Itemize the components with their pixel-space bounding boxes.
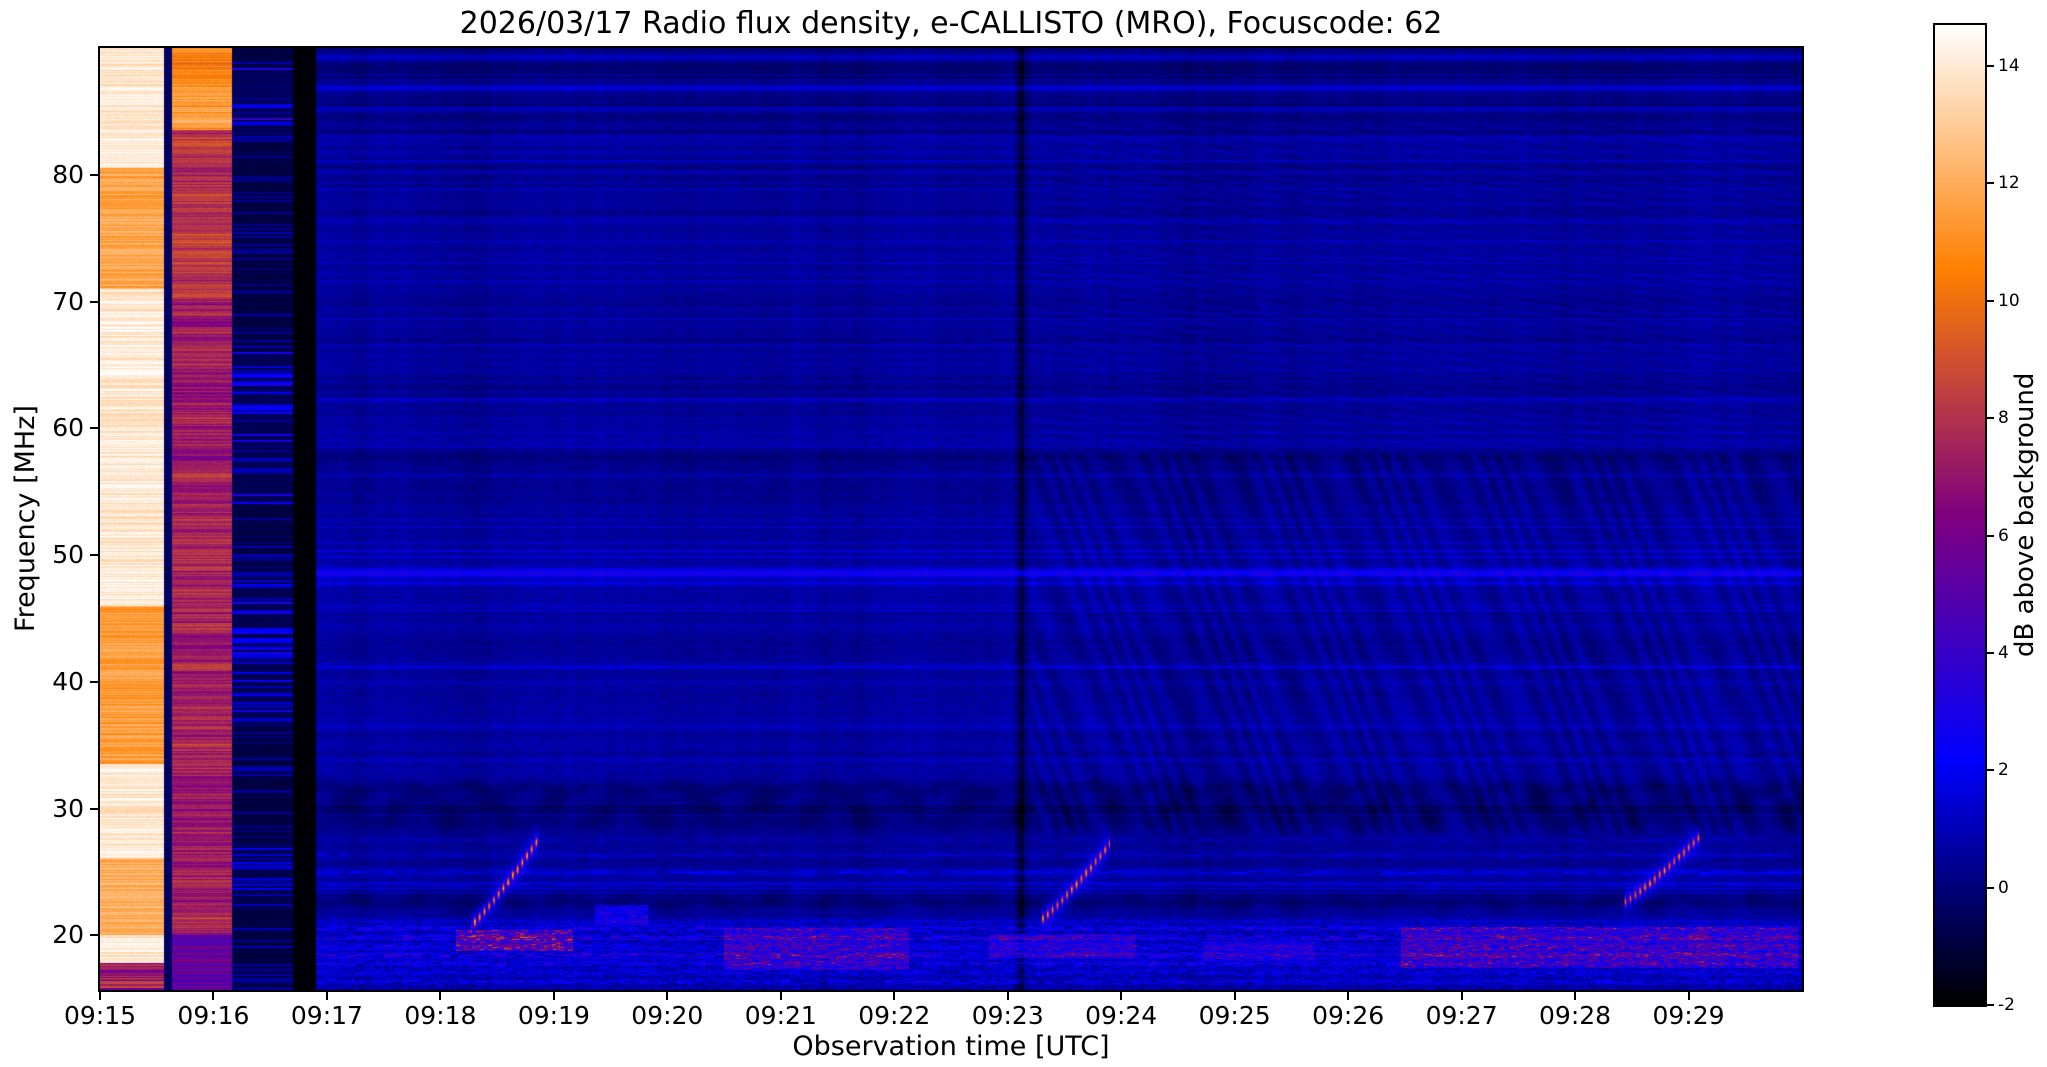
y-tick-mark xyxy=(90,934,98,937)
chart-title: 2026/03/17 Radio flux density, e-CALLIST… xyxy=(459,6,1443,41)
colorbar-tick-mark xyxy=(1987,417,1994,420)
colorbar-tick-label: 10 xyxy=(1998,290,2020,311)
colorbar-tick-mark xyxy=(1987,182,1994,185)
colorbar-tick-label: 4 xyxy=(1998,642,2009,663)
plot-frame xyxy=(98,46,1804,992)
y-tick-mark xyxy=(90,173,98,176)
colorbar-tick-mark xyxy=(1987,651,1994,654)
x-tick-mark xyxy=(439,992,442,1000)
x-tick-label: 09:19 xyxy=(517,1001,590,1030)
y-tick-label: 30 xyxy=(52,793,84,823)
x-axis-label: Observation time [UTC] xyxy=(792,1031,1110,1062)
y-tick-label: 40 xyxy=(52,666,84,696)
y-tick-label: 60 xyxy=(52,413,84,443)
y-tick-label: 80 xyxy=(52,159,84,189)
y-tick-mark xyxy=(90,427,98,430)
x-tick-mark xyxy=(552,992,555,1000)
y-tick-mark xyxy=(90,300,98,303)
x-tick-label: 09:21 xyxy=(744,1001,817,1030)
colorbar-tick-label: 2 xyxy=(1998,760,2009,781)
colorbar-tick-label: 14 xyxy=(1998,56,2020,77)
x-tick-label: 09:17 xyxy=(290,1001,363,1030)
x-tick-mark xyxy=(1233,992,1236,1000)
y-tick-label: 70 xyxy=(52,286,84,316)
x-tick-label: 09:15 xyxy=(63,1001,137,1030)
x-tick-mark xyxy=(1687,992,1690,1000)
colorbar-tick-mark xyxy=(1987,65,1994,68)
colorbar-tick-label: 8 xyxy=(1998,408,2009,429)
x-tick-label: 09:22 xyxy=(858,1001,931,1030)
colorbar-tick-label: 12 xyxy=(1998,173,2020,194)
x-tick-label: 09:29 xyxy=(1652,1001,1725,1030)
x-tick-label: 09:18 xyxy=(404,1001,477,1030)
y-tick-label: 50 xyxy=(52,540,84,570)
colorbar-tick-mark xyxy=(1987,1004,1994,1006)
x-tick-label: 09:24 xyxy=(1085,1001,1158,1030)
x-tick-label: 09:28 xyxy=(1539,1001,1612,1030)
colorbar-tick-mark xyxy=(1987,299,1994,302)
x-tick-mark xyxy=(1347,992,1350,1000)
y-tick-mark xyxy=(90,554,98,557)
y-axis-label: Frequency [MHz] xyxy=(10,405,41,633)
x-tick-mark xyxy=(1120,992,1123,1000)
colorbar-gradient xyxy=(1935,25,1985,1005)
x-tick-label: 09:25 xyxy=(1198,1001,1271,1030)
spectrogram-heatmap xyxy=(100,48,1802,990)
colorbar-frame xyxy=(1933,23,1987,1007)
x-tick-mark xyxy=(1006,992,1009,1000)
y-tick-label: 20 xyxy=(52,920,84,950)
y-tick-mark xyxy=(90,680,98,683)
colorbar-tick-label: 0 xyxy=(1998,877,2009,898)
colorbar-tick-label: -2 xyxy=(1998,995,2015,1015)
x-tick-mark xyxy=(666,992,669,1000)
x-tick-mark xyxy=(1460,992,1463,1000)
x-tick-mark xyxy=(1574,992,1577,1000)
x-tick-mark xyxy=(779,992,782,1000)
x-tick-mark xyxy=(893,992,896,1000)
colorbar-tick-mark xyxy=(1987,769,1994,772)
colorbar-tick-mark xyxy=(1987,886,1994,889)
x-tick-label: 09:27 xyxy=(1425,1001,1498,1030)
colorbar-tick-label: 6 xyxy=(1998,525,2009,546)
x-tick-label: 09:20 xyxy=(631,1001,704,1030)
x-tick-label: 09:16 xyxy=(177,1001,250,1030)
colorbar-tick-mark xyxy=(1987,534,1994,537)
x-tick-label: 09:26 xyxy=(1312,1001,1385,1030)
x-tick-mark xyxy=(212,992,215,1000)
x-tick-label: 09:23 xyxy=(971,1001,1044,1030)
colorbar-label: dB above background xyxy=(2010,372,2040,658)
x-tick-mark xyxy=(99,992,101,1000)
x-tick-mark xyxy=(325,992,328,1000)
y-tick-mark xyxy=(90,807,98,810)
